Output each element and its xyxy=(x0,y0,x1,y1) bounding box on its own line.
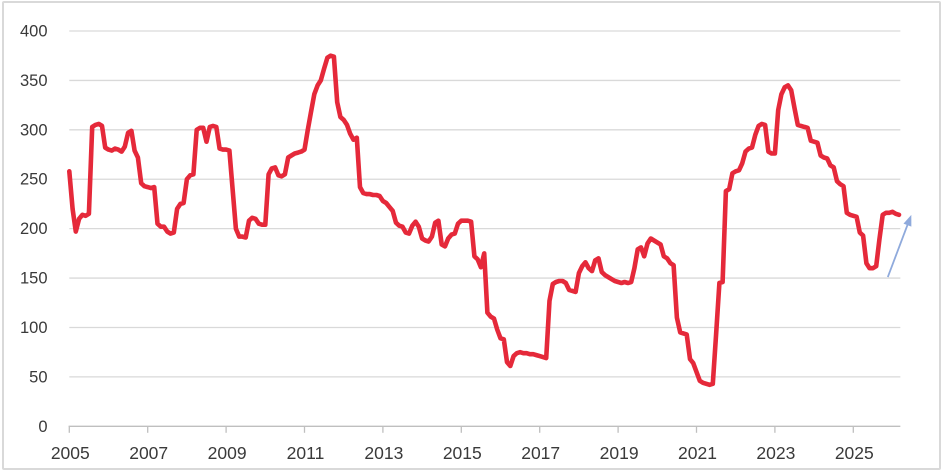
x-axis-label-2019: 2019 xyxy=(600,443,639,463)
y-axis-label-250: 250 xyxy=(20,171,48,189)
x-axis-label-2005: 2005 xyxy=(51,443,90,463)
data-series-line xyxy=(67,53,902,388)
x-axis-label-2015: 2015 xyxy=(443,443,482,463)
x-axis-label-2009: 2009 xyxy=(208,443,247,463)
x-axis-label-2011: 2011 xyxy=(287,443,325,463)
y-axis-label-150: 150 xyxy=(20,270,48,288)
x-axis-label-2025: 2025 xyxy=(835,443,874,463)
y-axis-label-300: 300 xyxy=(20,121,48,139)
y-axis-label-100: 100 xyxy=(20,319,48,337)
x-axis-label-2013: 2013 xyxy=(364,443,403,463)
y-axis-label-0: 0 xyxy=(38,418,47,436)
forecast-arrow-head xyxy=(903,214,912,227)
x-axis-label-2021: 2021 xyxy=(678,443,717,463)
gridlines xyxy=(69,30,901,378)
y-axis-label-200: 200 xyxy=(20,220,48,238)
y-axis-labels: 0 50 100 150 200 250 300 350 400 xyxy=(20,23,48,436)
y-axis-label-350: 350 xyxy=(20,72,48,90)
y-axis-label-400: 400 xyxy=(20,23,48,41)
x-axis-label-2007: 2007 xyxy=(129,443,168,463)
forecast-arrow-icon xyxy=(886,214,912,278)
y-axis-label-50: 50 xyxy=(29,368,47,386)
forecast-arrow-shaft xyxy=(886,222,909,278)
x-axis xyxy=(68,425,901,433)
x-axis-label-2023: 2023 xyxy=(756,443,795,463)
x-axis-labels: 2005 2007 2009 2011 2013 2015 2017 2019 2021 2023… xyxy=(51,443,874,463)
x-axis-label-2017: 2017 xyxy=(521,443,560,463)
